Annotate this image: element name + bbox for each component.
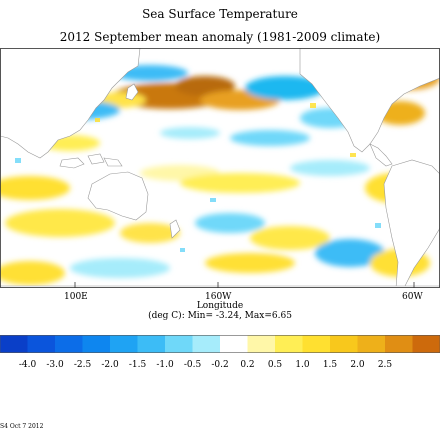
land-masses — [0, 48, 440, 288]
footer-stamp: S4 Oct 7 2012 — [0, 423, 44, 430]
colorbar-swatch — [247, 335, 276, 353]
colorbar-swatch — [27, 335, 56, 353]
colorbar — [0, 335, 440, 353]
colorbar-tick-label: 2.5 — [377, 360, 393, 370]
x-axis-label: Longitude — [196, 301, 244, 311]
colorbar-swatch — [220, 335, 248, 353]
colorbar-swatch — [82, 335, 111, 353]
sst-anomaly-map — [0, 48, 440, 288]
colorbar-swatch — [55, 335, 83, 353]
anomaly-field — [0, 60, 440, 285]
colorbar-tick-label: -2.0 — [101, 360, 119, 370]
colorbar-tick-label: 1.0 — [295, 360, 310, 370]
colorbar-tick-label: -0.5 — [183, 360, 202, 370]
colorbar-tick-label: -2.5 — [73, 360, 92, 370]
colorbar-tick-label: 1.5 — [322, 360, 338, 370]
map-title: Sea Surface Temperature — [142, 7, 298, 21]
colorbar-tick-label: -0.2 — [211, 360, 229, 370]
colorbar-swatch — [357, 335, 386, 353]
colorbar-tick-label: 2.0 — [350, 360, 365, 370]
colorbar-swatch — [0, 335, 28, 353]
colorbar-swatch — [385, 335, 413, 353]
colorbar-tick-label: 0.5 — [267, 360, 283, 370]
colorbar-tick-label: 0.2 — [240, 360, 255, 370]
colorbar-tick-label: -3.0 — [46, 360, 64, 370]
x-tick-label: 100E — [64, 292, 88, 302]
colorbar-swatch — [165, 335, 193, 353]
colorbar-tick-label: -4.0 — [18, 360, 37, 370]
colorbar-swatch — [137, 335, 166, 353]
colorbar-swatch — [412, 335, 440, 353]
x-tick-label: 60W — [402, 292, 423, 302]
map-subtitle: 2012 September mean anomaly (1981-2009 c… — [59, 30, 381, 44]
colorbar-swatch — [275, 335, 303, 353]
colorbar-swatch — [192, 335, 221, 353]
colorbar-swatch — [330, 335, 358, 353]
colorbar-swatch — [302, 335, 331, 353]
colorbar-tick-label: -1.5 — [128, 360, 147, 370]
units-min-max-label: (deg C): Min= -3.24, Max=6.65 — [148, 311, 292, 321]
colorbar-swatch — [110, 335, 138, 353]
colorbar-tick-label: -1.0 — [156, 360, 174, 370]
x-tick-label: 160W — [205, 292, 232, 302]
x-tick-marks — [74, 282, 415, 288]
